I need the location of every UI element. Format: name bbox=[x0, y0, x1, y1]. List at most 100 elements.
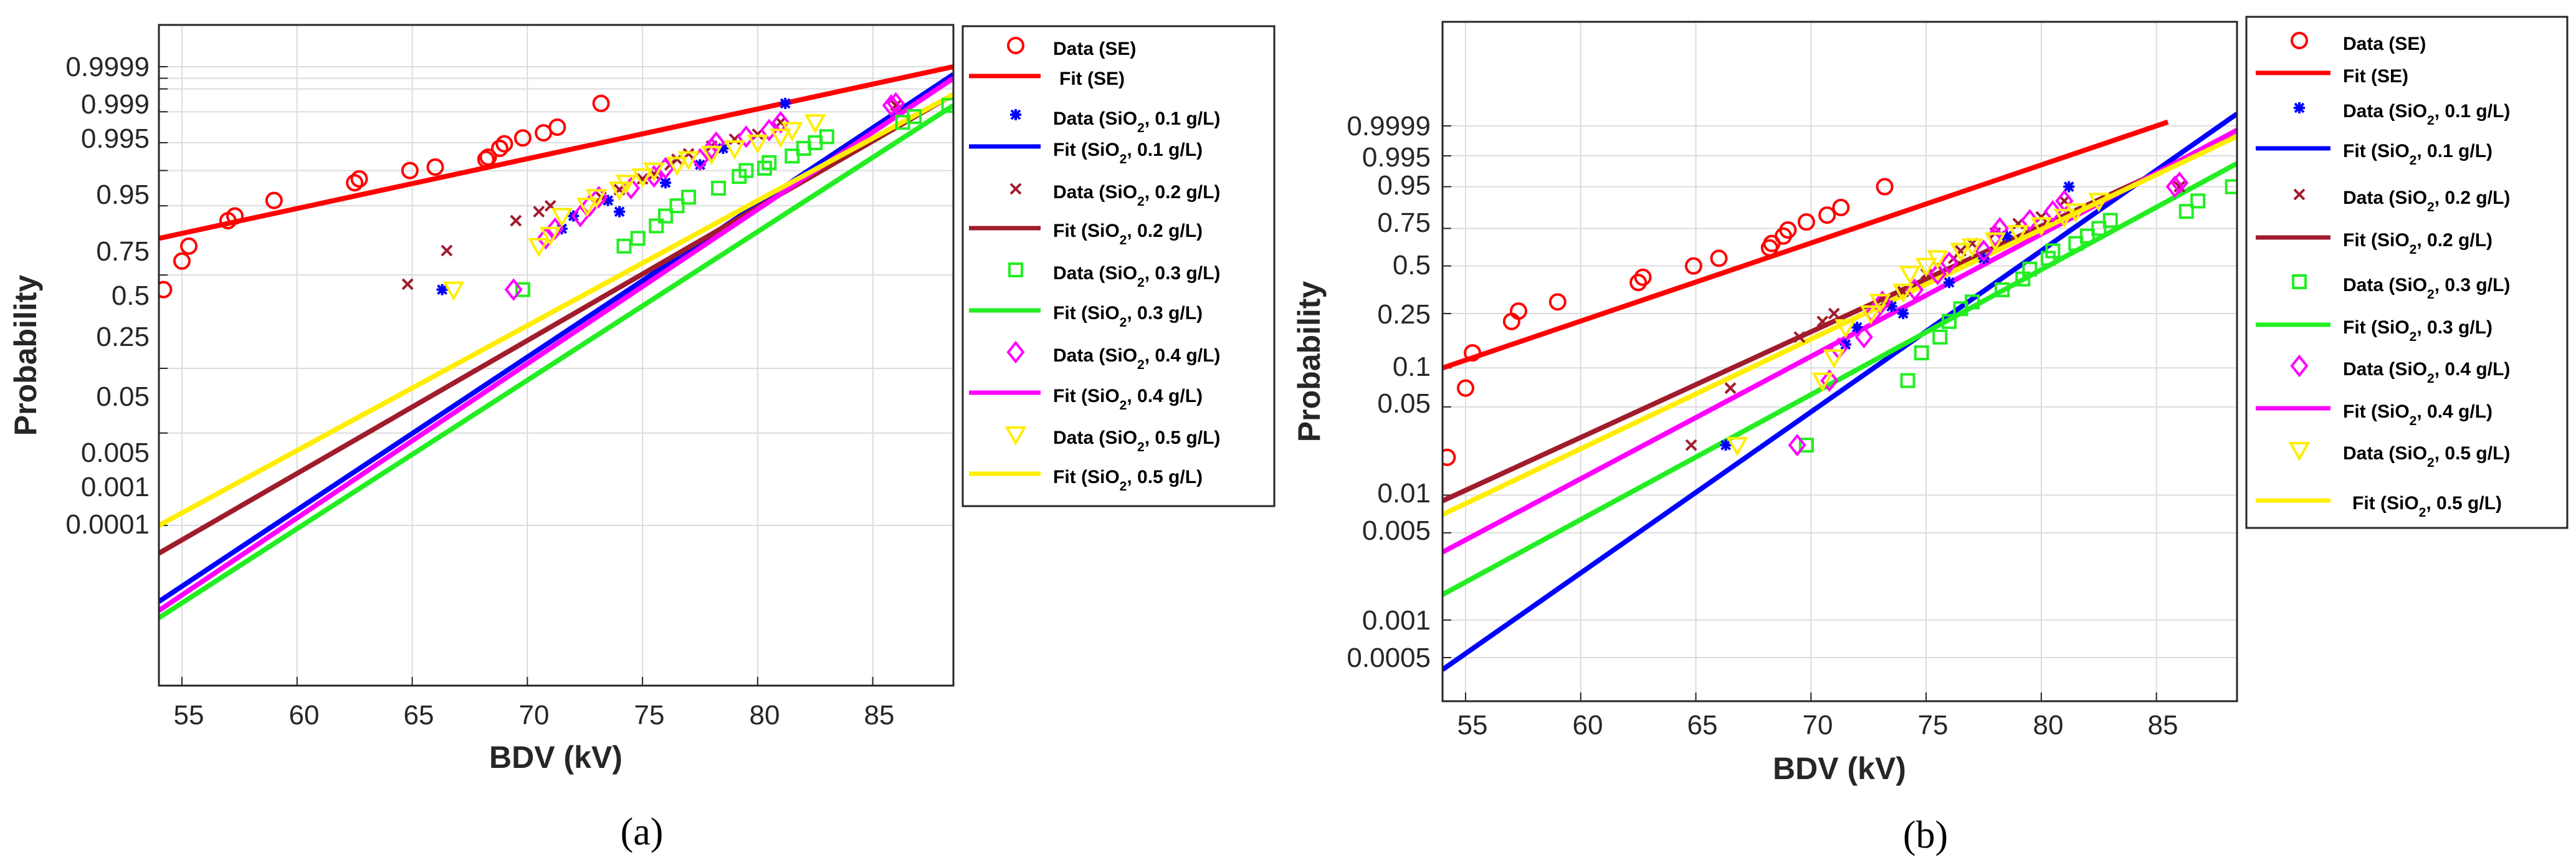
data-point bbox=[1961, 238, 1983, 258]
data-point bbox=[1940, 251, 1958, 274]
legend-symbols bbox=[969, 37, 1041, 476]
fit-line bbox=[159, 92, 953, 556]
data-point bbox=[1811, 372, 1834, 392]
data-point bbox=[2079, 228, 2095, 244]
data-point bbox=[1509, 302, 1527, 320]
legend-entry-data-sio2-03: Data (SiO2, 0.3 g/L) bbox=[2343, 275, 2510, 302]
data-point bbox=[513, 129, 532, 147]
x-tick-labels: 55 60 65 70 75 80 85 bbox=[1457, 710, 2178, 740]
data-point bbox=[1793, 331, 1806, 343]
legend-entry-data-sio2-01: Data (SiO2, 0.1 g/L) bbox=[2343, 101, 2510, 128]
data-point bbox=[2007, 224, 2030, 244]
data-point bbox=[2022, 261, 2038, 277]
legend-marker-symbol bbox=[2288, 442, 2311, 462]
legend-marker-symbol bbox=[1008, 262, 1023, 277]
chart-grid bbox=[1443, 22, 2237, 701]
x-tick-label: 70 bbox=[1803, 710, 1833, 740]
data-point bbox=[173, 252, 191, 270]
data-point bbox=[785, 148, 800, 164]
panel-caption: (a) bbox=[621, 811, 664, 853]
data-point bbox=[1859, 305, 1882, 325]
data-point bbox=[441, 244, 453, 257]
data-point bbox=[747, 134, 769, 155]
x-tick-label: 65 bbox=[404, 700, 434, 730]
data-point bbox=[2053, 209, 2076, 229]
data-point bbox=[1851, 322, 1863, 333]
data-point bbox=[761, 155, 777, 170]
y-tick-label: 0.0005 bbox=[1347, 643, 1431, 673]
legend-entry-fit-sio2-04: Fit (SiO2, 0.4 g/L) bbox=[2343, 401, 2493, 428]
data-point bbox=[819, 129, 834, 145]
data-point bbox=[265, 191, 283, 209]
legend: Data (SE) Fit (SE) Data (SiO2, 0.1 g/L) … bbox=[2245, 16, 2569, 529]
legend-entry-data-se: Data (SE) bbox=[1053, 39, 1136, 59]
data-point bbox=[2190, 193, 2206, 209]
x-tick-label: 75 bbox=[634, 700, 665, 730]
legend-marker-symbol bbox=[1004, 426, 1027, 446]
data-point bbox=[401, 161, 419, 180]
data-point bbox=[436, 284, 448, 295]
data-point bbox=[1443, 448, 1456, 466]
y-tick-label: 0.5 bbox=[112, 280, 150, 311]
data-point bbox=[533, 206, 545, 218]
legend-marker-symbol bbox=[1007, 37, 1024, 54]
x-tick-label: 60 bbox=[289, 700, 320, 730]
data-point bbox=[2043, 200, 2062, 223]
data-point bbox=[2045, 243, 2061, 259]
data-point bbox=[442, 281, 465, 301]
y-tick-label: 0.75 bbox=[96, 236, 150, 267]
legend-entry-data-sio2-04: Data (SiO2, 0.4 g/L) bbox=[1053, 345, 1220, 372]
data-point bbox=[510, 214, 522, 227]
legend-entry-data-se: Data (SE) bbox=[2343, 34, 2426, 54]
data-point bbox=[681, 189, 696, 205]
data-point bbox=[1900, 373, 1915, 388]
y-tick-label: 0.995 bbox=[1362, 142, 1431, 173]
data-point bbox=[1823, 349, 1845, 369]
data-point bbox=[770, 128, 792, 148]
data-point bbox=[1710, 249, 1728, 267]
x-tick-label: 60 bbox=[1573, 710, 1603, 740]
data-point bbox=[479, 148, 497, 166]
data-point bbox=[804, 114, 826, 134]
fit-line bbox=[1443, 119, 2169, 371]
data-point bbox=[159, 280, 173, 299]
data-point bbox=[1869, 294, 1891, 314]
legend-marker-symbol bbox=[2291, 32, 2308, 49]
legend-box bbox=[961, 25, 1276, 507]
data-point bbox=[700, 145, 723, 165]
data-point bbox=[2170, 171, 2189, 194]
y-tick-label: 0.1 bbox=[1393, 352, 1431, 382]
fit-lines bbox=[159, 64, 953, 620]
legend-entry-fit-sio2-03: Fit (SiO2, 0.3 g/L) bbox=[2343, 317, 2493, 344]
y-tick-label: 0.9999 bbox=[65, 52, 150, 82]
data-point bbox=[907, 108, 922, 124]
legend-entry-data-sio2-05: Data (SiO2, 0.5 g/L) bbox=[1053, 428, 1220, 454]
data-point bbox=[1965, 294, 1980, 310]
data-point bbox=[1629, 274, 1648, 292]
data-point bbox=[1942, 314, 1957, 329]
data-point bbox=[548, 118, 566, 137]
data-point bbox=[669, 198, 685, 214]
data-point bbox=[649, 218, 664, 234]
plot-frame bbox=[1441, 21, 2238, 702]
fit-line bbox=[159, 64, 953, 241]
y-tick-label: 0.05 bbox=[96, 381, 150, 412]
x-axis-label: BDV (kV) bbox=[489, 740, 623, 775]
y-tick-label: 0.999 bbox=[81, 89, 150, 120]
y-tick-label: 0.005 bbox=[1362, 515, 1431, 546]
x-tick-label: 65 bbox=[1687, 710, 1718, 740]
x-tick-label: 80 bbox=[2033, 710, 2064, 740]
data-point bbox=[539, 226, 561, 246]
data-point bbox=[592, 94, 610, 112]
data-point bbox=[1634, 268, 1652, 286]
data-point bbox=[771, 111, 790, 134]
fit-line bbox=[159, 72, 953, 604]
data-point bbox=[401, 278, 414, 290]
data-point bbox=[711, 180, 727, 196]
data-point bbox=[1876, 178, 1894, 196]
data-point bbox=[2063, 181, 2075, 193]
legend-symbols bbox=[2256, 32, 2330, 503]
data-point bbox=[1798, 438, 1814, 453]
data-point bbox=[738, 163, 754, 178]
